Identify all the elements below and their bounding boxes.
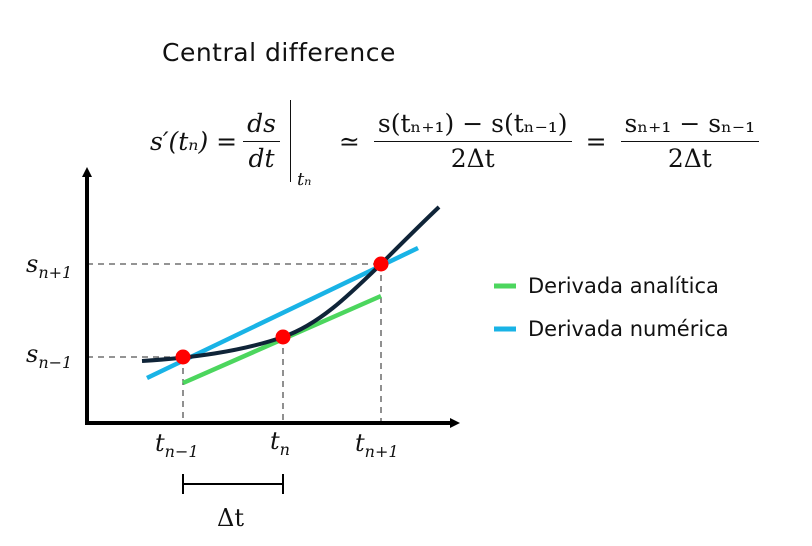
legend-numeric-label: Derivada numérica <box>528 317 729 341</box>
derivative-denominator: dt <box>248 143 275 173</box>
discrete-numerator: sₙ₊₁ − sₙ₋₁ <box>620 107 760 142</box>
label-s-np1: sn+1 <box>26 250 72 282</box>
difference-denominator: 2Δt <box>450 143 495 173</box>
formula-lhs: s′(tₙ) = <box>150 126 238 156</box>
point-n-minus-1 <box>175 349 191 365</box>
point-n-plus-1 <box>373 256 389 272</box>
discrete-denominator: 2Δt <box>667 143 712 173</box>
difference-numerator: s(tₙ₊₁) − s(tₙ₋₁) <box>373 107 572 142</box>
derivative-fraction: ds dt <box>243 107 280 176</box>
point-n <box>275 329 291 345</box>
central-difference-formula: s′(tₙ) = ds dt tₙ ≃ s(tₙ₊₁) − s(tₙ₋₁) 2Δ… <box>150 100 765 190</box>
legend: Derivada analítica Derivada numérica <box>494 274 729 341</box>
derivative-numerator: ds <box>243 107 280 142</box>
evaluation-point: tₙ <box>296 169 312 190</box>
diagram-title: Central difference <box>162 38 396 67</box>
label-delta-t: Δt <box>217 504 244 532</box>
discrete-fraction: sₙ₊₁ − sₙ₋₁ 2Δt <box>620 107 760 176</box>
legend-analytic-label: Derivada analítica <box>528 274 719 298</box>
label-t-np1: tn+1 <box>355 429 399 461</box>
delta-t-bracket <box>182 474 284 494</box>
guide-lines <box>87 263 382 423</box>
label-t-n: tn <box>270 427 290 459</box>
label-t-nm1: tn−1 <box>155 429 199 461</box>
difference-fraction: s(tₙ₊₁) − s(tₙ₋₁) 2Δt <box>373 107 572 176</box>
approx-sign: ≃ <box>338 126 360 156</box>
equals-sign: = <box>585 126 607 156</box>
label-s-nm1: sn−1 <box>26 340 72 372</box>
evaluation-bar: tₙ <box>289 100 311 190</box>
function-curve <box>141 205 441 363</box>
